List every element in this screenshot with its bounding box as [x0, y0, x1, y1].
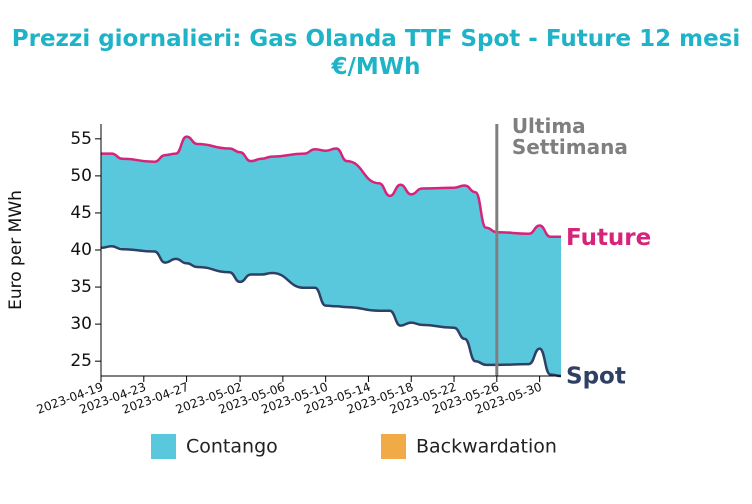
spot-series-label: Spot — [566, 364, 626, 390]
y-tick-label: 45 — [70, 203, 92, 223]
legend-label-contango: Contango — [186, 436, 278, 458]
y-tick-label: 55 — [70, 129, 92, 149]
y-tick-label: 50 — [70, 166, 92, 186]
plot-area: Ultima Settimana Future Spot — [100, 114, 651, 390]
last-week-annotation-line-2: Settimana — [512, 135, 628, 159]
y-tick-label: 35 — [70, 277, 92, 297]
contango-area — [101, 136, 561, 376]
y-tick-label: 30 — [70, 314, 92, 334]
y-axis-ticks: 25 30 35 40 45 50 55 — [70, 129, 101, 371]
last-week-annotation-line-1: Ultima — [512, 114, 586, 138]
y-axis-title: Euro per MWh — [6, 190, 26, 310]
x-axis-ticks: 2023-04-192023-04-232023-04-272023-05-02… — [35, 376, 544, 417]
legend-swatch-contango — [151, 434, 176, 459]
chart-title: Prezzi giornalieri: Gas Olanda TTF Spot … — [12, 26, 741, 52]
legend-label-backwardation: Backwardation — [416, 436, 557, 458]
future-series-label: Future — [566, 225, 651, 251]
legend-swatch-backwardation — [381, 434, 406, 459]
y-tick-label: 40 — [70, 240, 92, 260]
chart-subtitle: €/MWh — [330, 54, 420, 80]
spot-series-line — [100, 245, 562, 378]
legend: Contango Backwardation — [151, 434, 557, 459]
future-series-line — [101, 135, 561, 238]
y-tick-label: 25 — [70, 351, 92, 371]
